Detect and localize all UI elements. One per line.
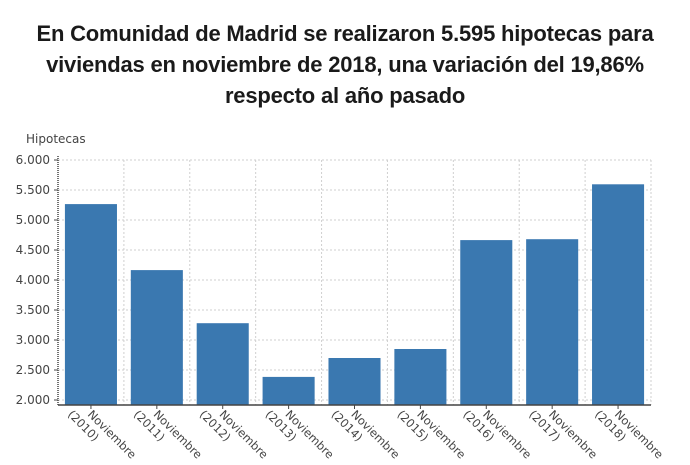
bar xyxy=(196,323,249,405)
bar xyxy=(328,358,381,405)
y-tick-label: 4.500 xyxy=(16,243,50,257)
y-tick-label: 5.500 xyxy=(16,183,50,197)
x-tick-label: Noviembre(2015) xyxy=(394,397,468,465)
x-tick-label: Noviembre(2012) xyxy=(197,397,271,465)
x-tick-label: Noviembre(2014) xyxy=(329,397,403,465)
y-tick-label: 3.000 xyxy=(16,333,50,347)
y-tick-label: 2.500 xyxy=(16,363,50,377)
bar xyxy=(460,240,513,405)
x-tick-label: Noviembre(2013) xyxy=(263,397,337,465)
y-tick-label: 6.000 xyxy=(16,153,50,167)
chart-title-line-1: En Comunidad de Madrid se realizaron 5.5… xyxy=(36,21,654,46)
x-tick-label: Noviembre(2011) xyxy=(131,397,205,465)
bar xyxy=(394,349,447,405)
bar xyxy=(526,239,579,405)
x-tick-label: Noviembre(2017) xyxy=(526,397,600,465)
y-tick-label: 3.500 xyxy=(16,303,50,317)
bar xyxy=(592,184,645,405)
y-tick-label: 2.000 xyxy=(16,393,50,407)
bar xyxy=(64,204,117,405)
bar xyxy=(262,376,315,405)
y-tick-label: 4.000 xyxy=(16,273,50,287)
chart-title-line-3: respecto al año pasado xyxy=(224,83,466,108)
chart-title: En Comunidad de Madrid se realizaron 5.5… xyxy=(0,18,690,111)
y-axis-label: Hipotecas xyxy=(26,132,86,146)
chart-title-line-2: viviendas en noviembre de 2018, una vari… xyxy=(46,52,644,77)
y-tick-label: 5.000 xyxy=(16,213,50,227)
x-tick-label: Noviembre(2016) xyxy=(460,397,534,465)
bar xyxy=(130,270,183,405)
x-tick-label: Noviembre(2010) xyxy=(65,397,139,465)
x-tick-label: Noviembre(2018) xyxy=(592,397,666,465)
